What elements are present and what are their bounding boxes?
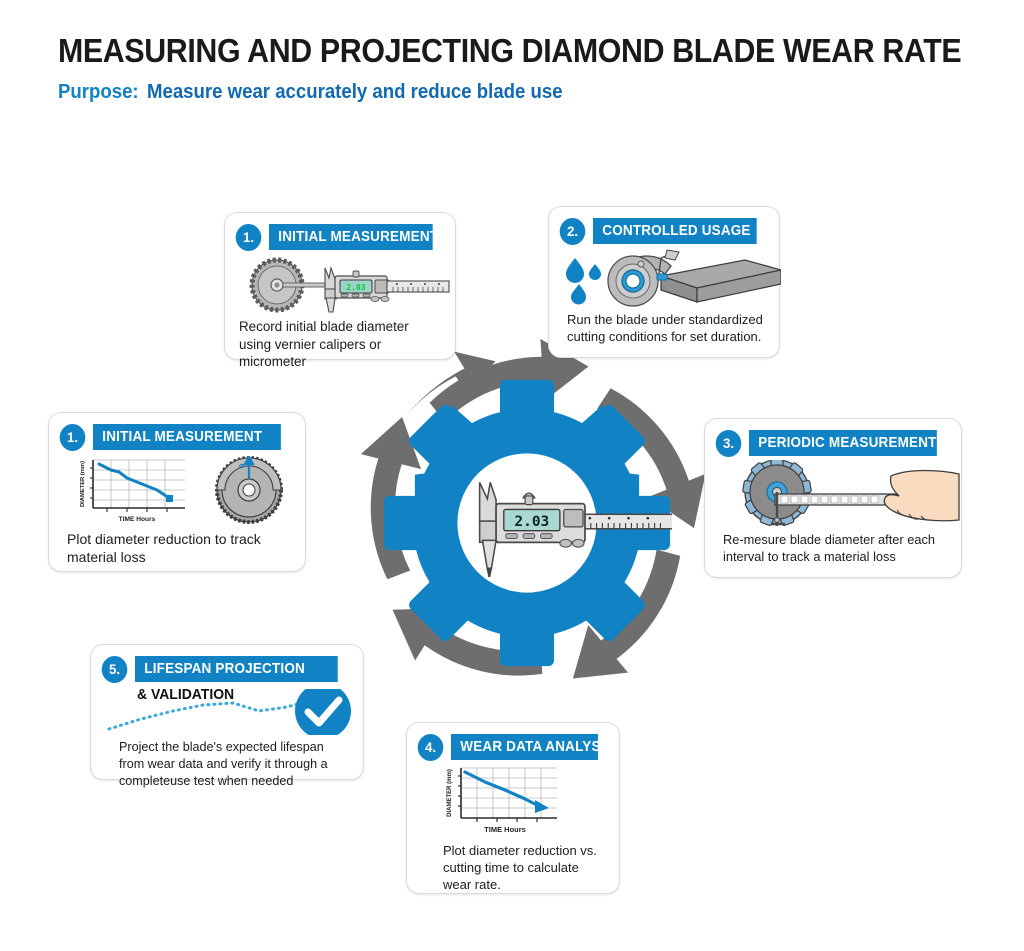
step-card-left-initial-measurement[interactable]: 1. INITIAL MEASUREMENT [48, 412, 306, 572]
projection-trend-line [107, 697, 317, 731]
chart-ylabel: DIAMETER (mm) [447, 769, 453, 817]
step-card-4[interactable]: 4. WEAR DATA ANALYSIS [406, 722, 620, 894]
header: MEASURING AND PROJECTING DIAMOND BLADE W… [58, 32, 978, 104]
card-subtitle: & VALIDATION [137, 686, 235, 703]
card-header: 2. CONTROLLED USAGE [549, 207, 779, 246]
svg-text:2.03: 2.03 [346, 283, 365, 292]
step-number-badge: 1. [59, 423, 86, 451]
card-body-text: Plot diameter reduction vs. cutting time… [443, 843, 597, 893]
card-body-text: Re-mesure blade diameter after each inte… [723, 532, 935, 564]
center-cycle-diagram: 2.03 [310, 330, 750, 710]
check-circle-icon [295, 683, 351, 739]
saw-blade-with-digital-caliper-icon: 2.03 [249, 257, 450, 313]
step-number-badge: 5. [101, 655, 128, 683]
hand-icon [883, 469, 960, 522]
card-illustration [91, 683, 363, 739]
chart-series-line [97, 462, 171, 500]
purpose-row: Purpose: Measure wear accurately and red… [58, 81, 914, 104]
chart-series-line [463, 770, 541, 808]
step-card-2[interactable]: 2. CONTROLLED USAGE [548, 206, 782, 358]
measure-arrow-icon [243, 454, 255, 478]
step-card-5[interactable]: 5. LIFESPAN PROJECTION & VALIDATION Proj… [90, 644, 364, 788]
chart-grid [93, 459, 185, 508]
card-illustration: 2.03 [225, 256, 455, 314]
hand-measuring-blade-icon [742, 457, 960, 527]
gear-icon: 2.03 [383, 379, 672, 667]
step-number-badge: 2. [559, 217, 586, 245]
card-illustration [549, 248, 782, 308]
card-body-text: Plot diameter reduction to track materia… [67, 531, 261, 566]
chart-xlabel: TIME Hours [119, 516, 156, 523]
chart-end-marker [166, 495, 173, 502]
caliper-display-value: 2.03 [514, 514, 549, 530]
card-illustration [705, 457, 961, 527]
card-title: INITIAL MEASUREMENT [269, 224, 433, 250]
card-body-text: Run the blade under standardized cutting… [567, 312, 763, 345]
chart-xlabel: TIME Hours [484, 825, 526, 834]
cutting-blade-icon [607, 255, 659, 307]
stone-slab-icon [658, 259, 782, 303]
digital-caliper-icon: 2.03 [282, 265, 450, 313]
trend-line-with-check-icon [107, 683, 351, 739]
card-title: INITIAL MEASUREMENT [93, 424, 281, 450]
page-title: MEASURING AND PROJECTING DIAMOND BLADE W… [58, 32, 962, 69]
card-title: CONTROLLED USAGE [593, 218, 757, 244]
saw-blade-icon [249, 257, 305, 313]
card-header: 1. INITIAL MEASUREMENT [49, 413, 305, 452]
card-header: 4. WEAR DATA ANALYSIS [407, 723, 619, 762]
water-nozzle-icon [656, 249, 680, 281]
card-header: 3. PERIODIC MEASUREMENT [705, 419, 961, 458]
cycle-arrow-3 [572, 549, 681, 679]
card-body-text: Project the blade's expected lifespan fr… [119, 740, 328, 789]
step-number-badge: 3. [715, 429, 742, 457]
card-illustration: DIAMETER (mm) TIME Hours ⌀ [49, 454, 305, 524]
chart-ylabel: DIAMETER (mm) [80, 461, 86, 507]
line-chart-icon: DIAMETER (mm) TIME Hours [447, 767, 557, 834]
card-title: LIFESPAN PROJECTION [135, 656, 338, 682]
chart-arrow-head [535, 800, 549, 813]
card-illustration: DIAMETER (mm) TIME Hours [407, 766, 619, 836]
purpose-label: Purpose: [58, 80, 139, 103]
step-number-badge: 4. [417, 733, 444, 761]
water-droplet-icon [566, 258, 601, 305]
cutting-blade-with-water-and-slab-icon [566, 249, 782, 307]
card-body-text: Record initial blade diameter using vern… [239, 319, 409, 370]
ruler-icon [771, 492, 898, 526]
digital-caliper-icon: 2.03 [478, 482, 672, 578]
card-header: 5. LIFESPAN PROJECTION [91, 645, 363, 684]
step-number-badge: 1. [235, 223, 262, 251]
line-chart-and-saw-blade-icon: DIAMETER (mm) TIME Hours ⌀ [80, 454, 283, 524]
card-title: WEAR DATA ANALYSIS [451, 734, 598, 760]
card-title: PERIODIC MEASUREMENT [749, 430, 937, 456]
saw-blade-icon: ⌀ [215, 454, 283, 524]
step-card-1[interactable]: 1. INITIAL MEASUREMENT [224, 212, 456, 369]
diameter-symbol: ⌀ [239, 461, 244, 470]
chart-grid [461, 767, 557, 818]
card-header: 1. INITIAL MEASUREMENT [225, 213, 455, 252]
cycle-arrow-1 [386, 351, 496, 444]
purpose-text: Measure wear accurately and reduce blade… [146, 80, 563, 103]
step-card-3[interactable]: 3. PERIODIC MEASUREMENT [704, 418, 962, 578]
